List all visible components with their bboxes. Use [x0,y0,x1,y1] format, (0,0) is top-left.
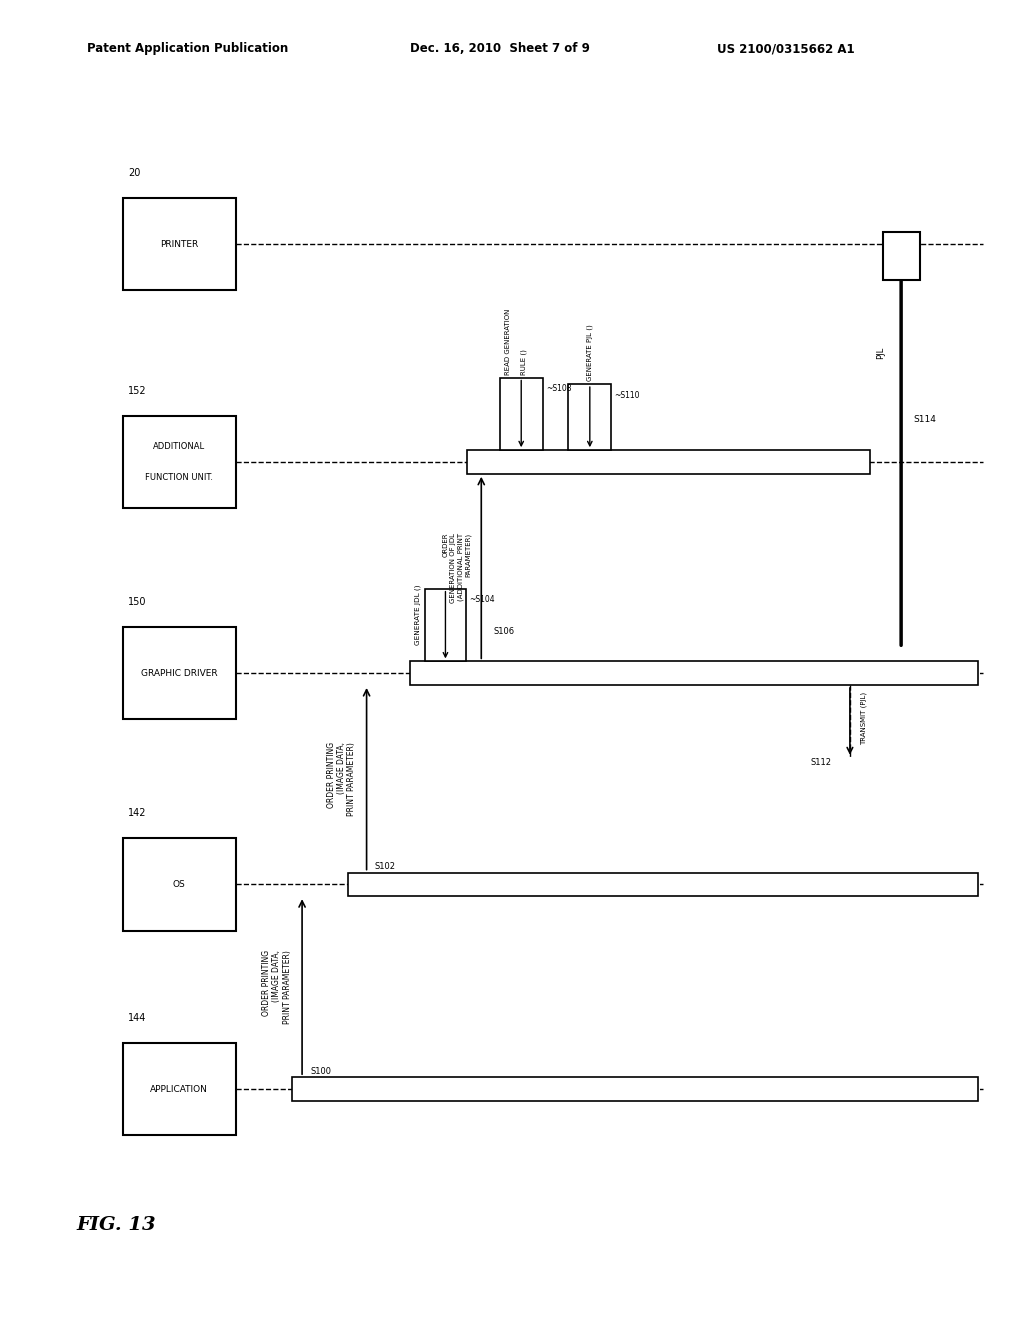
Text: READ GENERATION: READ GENERATION [505,309,511,375]
Bar [292,1077,978,1101]
Text: ORDER
GENERATION OF JDL
(ADDITIONAL PRINT
PARAMETER): ORDER GENERATION OF JDL (ADDITIONAL PRIN… [443,532,471,603]
Text: Dec. 16, 2010  Sheet 7 of 9: Dec. 16, 2010 Sheet 7 of 9 [410,42,590,55]
Bar [568,384,611,450]
Text: S114: S114 [913,414,936,424]
Text: ORDER PRINTING
(IMAGE DATA,
PRINT PARAMETER): ORDER PRINTING (IMAGE DATA, PRINT PARAME… [262,950,292,1023]
Text: TRANSMIT (PJL): TRANSMIT (PJL) [860,692,866,744]
Text: 144: 144 [128,1012,146,1023]
Bar [348,873,978,896]
Text: ADDITIONAL: ADDITIONAL [154,442,205,450]
Text: ~S104: ~S104 [469,595,495,605]
Text: GENERATE PJL (): GENERATE PJL () [587,325,593,381]
Bar [410,661,978,685]
Bar [123,838,236,931]
Text: ORDER PRINTING
(IMAGE DATA,
PRINT PARAMETER): ORDER PRINTING (IMAGE DATA, PRINT PARAME… [327,742,356,816]
Text: 152: 152 [128,385,146,396]
Text: FUNCTION UNIT.: FUNCTION UNIT. [145,474,213,482]
Text: APPLICATION: APPLICATION [151,1085,208,1093]
Text: PJL: PJL [877,347,885,359]
Text: 20: 20 [128,168,140,178]
Text: PRINTER: PRINTER [160,240,199,248]
Text: S100: S100 [310,1067,332,1076]
Text: 150: 150 [128,597,146,607]
Bar [123,198,236,290]
Text: GENERATE JDL (): GENERATE JDL () [415,585,421,644]
Text: GRAPHIC DRIVER: GRAPHIC DRIVER [141,669,217,677]
Bar [500,378,543,450]
Bar [883,232,920,280]
Text: 142: 142 [128,808,146,818]
Text: FIG. 13: FIG. 13 [77,1216,157,1234]
Text: ~S108: ~S108 [546,384,571,393]
Bar [425,589,466,661]
Text: S102: S102 [375,862,396,871]
Bar [123,416,236,508]
Text: RULE (): RULE () [520,348,526,375]
Bar [123,1043,236,1135]
Text: S112: S112 [810,758,831,767]
Text: ~S110: ~S110 [614,391,640,400]
Bar [123,627,236,719]
Text: US 2100/0315662 A1: US 2100/0315662 A1 [717,42,854,55]
Text: Patent Application Publication: Patent Application Publication [87,42,289,55]
Text: S106: S106 [494,627,515,636]
Bar [467,450,870,474]
Text: OS: OS [173,880,185,888]
